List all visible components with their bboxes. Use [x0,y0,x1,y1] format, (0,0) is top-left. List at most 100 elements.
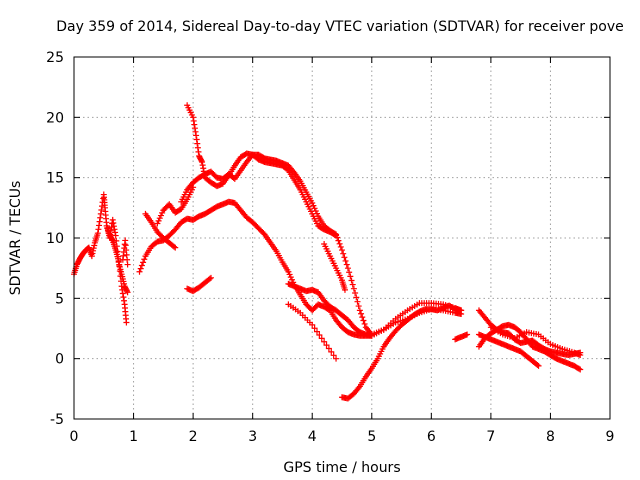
series-I [321,241,348,293]
y-tick-label: 25 [46,50,64,66]
y-tick-label: 0 [55,352,64,368]
data-point [141,256,148,263]
series-K [452,331,471,343]
series-D [154,184,197,227]
data-point [206,275,213,282]
data-point [123,319,130,326]
data-point [336,240,343,247]
data-point [316,332,323,339]
series-F [184,274,214,295]
data-point [309,200,316,207]
data-point [358,310,365,317]
data-point [576,365,583,372]
data-point [137,265,144,272]
data-point [124,289,131,296]
data-point [577,366,584,373]
axis-ticks: 0 1 2 3 4 5 6 7 8 9 -5 0 5 10 15 20 25 [46,50,614,445]
x-tick-label: 6 [427,429,436,445]
data-point [341,254,348,261]
data-point [157,212,164,219]
data-point [116,268,123,275]
data-point [116,262,123,269]
series-M [475,321,584,373]
data-point [346,269,353,276]
data-point [341,286,348,293]
series-C [184,102,340,239]
data-point [321,338,328,345]
data-point [359,314,366,321]
data-point [339,247,345,254]
data-point [155,217,162,224]
data-point [335,237,342,244]
series-G [285,280,375,339]
series-N [487,324,584,359]
data-point [535,362,542,369]
data-point [464,331,471,338]
data-marks [71,102,584,402]
data-point [159,209,166,216]
data-point [353,294,360,301]
series-E [142,210,179,251]
x-tick-label: 8 [546,429,555,445]
data-point [311,205,318,212]
data-point [117,273,124,280]
data-point [347,273,354,280]
data-point [340,250,347,257]
data-point [355,303,362,310]
data-point [318,335,325,342]
plot-frame [73,56,611,420]
data-point [352,290,359,297]
x-tick-label: 4 [308,429,317,445]
data-point [288,276,295,283]
data-point [156,215,163,222]
data-point [285,268,292,275]
data-point [311,325,318,332]
data-point [331,231,338,238]
data-point [309,321,316,328]
y-axis-label: SDTVAR / TECUs [8,181,24,296]
data-point [349,281,356,288]
data-point [313,328,320,335]
data-point [171,243,178,250]
chart-title: Day 359 of 2014, Sidereal Day-to-day VTE… [56,19,624,35]
data-point [337,243,344,250]
data-point [124,261,131,268]
data-point [356,307,363,314]
data-point [138,262,145,269]
data-point [190,184,197,191]
data-point [207,274,214,281]
data-point [115,257,122,264]
data-point [286,271,293,278]
y-tick-label: 15 [46,171,64,187]
data-point [118,278,125,285]
x-tick-label: 0 [70,429,79,445]
data-point [310,202,317,209]
y-tick-label: -5 [50,412,64,428]
series-H [285,301,340,362]
data-point [172,244,179,251]
x-tick-label: 9 [606,429,615,445]
series-early-branch-2 [119,237,131,268]
data-point [360,317,367,324]
x-tick-label: 3 [248,429,257,445]
y-tick-label: 10 [46,231,64,247]
data-point [330,352,337,359]
series-early-branch [103,222,130,326]
data-point [348,277,355,284]
data-point [140,259,147,266]
x-tick-label: 7 [486,429,495,445]
x-tick-label: 5 [367,429,376,445]
series-J [339,302,465,402]
data-point [368,332,375,339]
data-point [323,342,330,349]
data-point [361,320,368,327]
x-tick-label: 2 [189,429,198,445]
data-point [577,352,584,359]
x-tick-label: 1 [129,429,138,445]
data-point [458,307,465,314]
data-point [350,285,357,292]
y-tick-label: 20 [46,110,64,126]
data-point [343,261,350,268]
data-point [136,268,143,275]
data-point [534,361,541,368]
